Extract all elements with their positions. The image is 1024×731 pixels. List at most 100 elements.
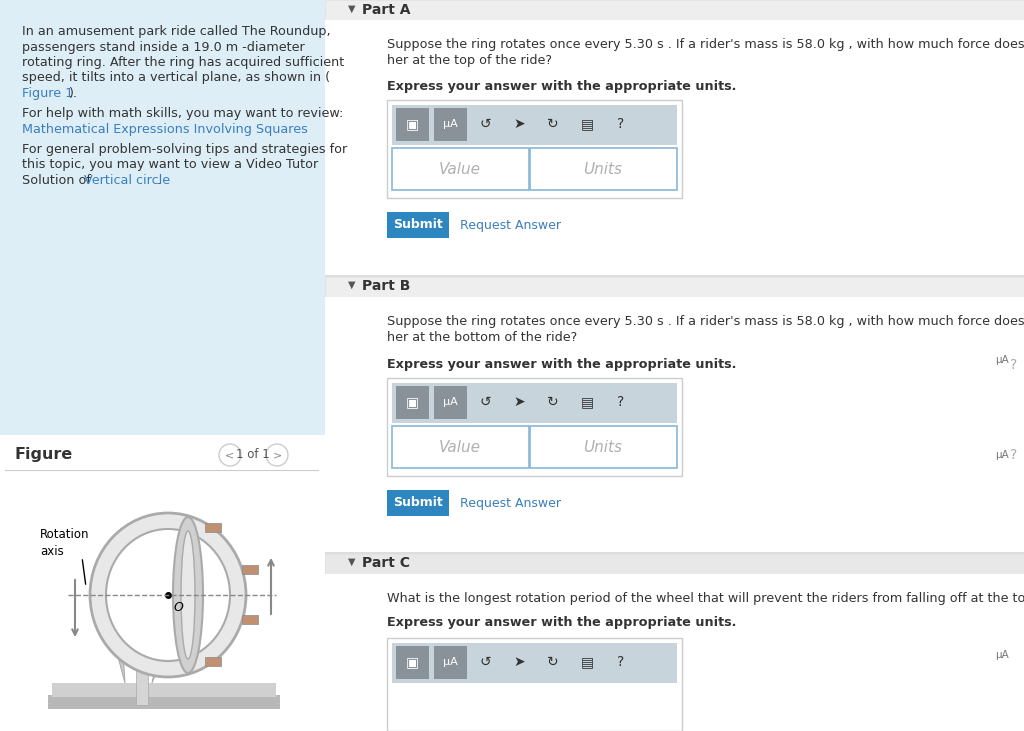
Bar	[392, 105, 677, 145]
Text: Express your answer with the appropriate units.: Express your answer with the appropriate…	[387, 358, 736, 371]
Text: >: >	[272, 450, 282, 460]
Bar	[325, 0, 1024, 731]
Bar	[325, 20, 1024, 275]
Bar	[205, 523, 221, 531]
Text: Request Answer: Request Answer	[460, 219, 561, 232]
Text: ▣: ▣	[406, 395, 419, 409]
Text: ▤: ▤	[581, 395, 594, 409]
Text: μA: μA	[995, 450, 1009, 460]
Bar	[0, 0, 325, 731]
Text: Suppose the ring rotates once every 5.30 s . If a rider's mass is 58.0 kg , with: Suppose the ring rotates once every 5.30…	[387, 315, 1024, 328]
Text: her at the top of the ride?: her at the top of the ride?	[387, 54, 552, 67]
Text: Figure 1: Figure 1	[22, 87, 74, 100]
Text: ▤: ▤	[581, 655, 594, 669]
Bar	[52, 683, 276, 697]
Text: μA: μA	[995, 355, 1009, 365]
Bar	[242, 616, 258, 624]
Text: 1 of 1: 1 of 1	[237, 449, 270, 461]
Bar	[392, 426, 529, 468]
Text: What is the longest rotation period of the wheel that will prevent the riders fr: What is the longest rotation period of t…	[387, 592, 1024, 605]
Text: this topic, you may want to view a Video Tutor: this topic, you may want to view a Video…	[22, 158, 318, 171]
Text: Part B: Part B	[362, 279, 411, 293]
Text: For general problem-solving tips and strategies for: For general problem-solving tips and str…	[22, 143, 347, 156]
Text: Figure: Figure	[15, 447, 74, 462]
Text: O: O	[173, 601, 183, 614]
Text: ↺: ↺	[479, 117, 490, 131]
Text: ↻: ↻	[547, 655, 559, 669]
Text: ↺: ↺	[479, 395, 490, 409]
Ellipse shape	[106, 529, 230, 661]
Text: Units: Units	[584, 162, 623, 176]
Circle shape	[219, 444, 241, 466]
Text: μA: μA	[442, 119, 458, 129]
Ellipse shape	[173, 517, 203, 673]
Bar	[325, 574, 1024, 731]
Bar	[392, 148, 529, 190]
Bar	[136, 525, 148, 705]
Text: Part C: Part C	[362, 556, 410, 570]
Text: ?: ?	[1010, 448, 1017, 462]
Text: Part A: Part A	[362, 3, 411, 17]
Text: ▼: ▼	[348, 280, 355, 290]
Text: Submit: Submit	[393, 219, 442, 232]
Text: speed, it tilts into a vertical plane, as shown in (: speed, it tilts into a vertical plane, a…	[22, 72, 330, 85]
Text: ?: ?	[1010, 358, 1017, 372]
Text: Request Answer: Request Answer	[460, 496, 561, 510]
Bar	[48, 695, 280, 709]
Bar	[387, 638, 682, 731]
Bar	[325, 0, 1024, 20]
Text: <: <	[225, 450, 234, 460]
Text: ▼: ▼	[348, 557, 355, 567]
Bar	[205, 657, 221, 667]
Bar	[530, 148, 677, 190]
Bar	[434, 646, 467, 679]
Bar	[434, 108, 467, 141]
Text: Express your answer with the appropriate units.: Express your answer with the appropriate…	[387, 80, 736, 93]
Text: μA: μA	[442, 397, 458, 407]
Bar	[387, 212, 449, 238]
Bar	[387, 100, 682, 198]
Ellipse shape	[90, 513, 246, 677]
Bar	[325, 554, 1024, 574]
Text: μA: μA	[995, 650, 1009, 660]
Text: ➤: ➤	[513, 395, 525, 409]
Text: Submit: Submit	[393, 496, 442, 510]
Bar	[242, 564, 258, 574]
Text: ▣: ▣	[406, 117, 419, 131]
Text: Value: Value	[439, 162, 481, 176]
Bar	[530, 426, 677, 468]
Text: Suppose the ring rotates once every 5.30 s . If a rider's mass is 58.0 kg , with: Suppose the ring rotates once every 5.30…	[387, 38, 1024, 51]
Polygon shape	[152, 635, 172, 683]
Text: μA: μA	[442, 657, 458, 667]
Bar	[392, 643, 677, 683]
Text: ▣: ▣	[406, 655, 419, 669]
Text: Value: Value	[439, 439, 481, 455]
Bar	[396, 646, 429, 679]
Text: Vertical circle: Vertical circle	[84, 173, 170, 186]
Bar	[392, 383, 677, 423]
Bar	[325, 275, 1024, 277]
Text: ).: ).	[68, 87, 77, 100]
Circle shape	[266, 444, 288, 466]
Text: Solution of: Solution of	[22, 173, 95, 186]
Bar	[325, 552, 1024, 554]
Text: ▼: ▼	[348, 4, 355, 14]
Bar	[387, 378, 682, 476]
Text: ➤: ➤	[513, 655, 525, 669]
Text: For help with math skills, you may want to review:: For help with math skills, you may want …	[22, 107, 343, 120]
Text: ↻: ↻	[547, 117, 559, 131]
Text: ↻: ↻	[547, 395, 559, 409]
Bar	[387, 490, 449, 516]
Text: ?: ?	[617, 395, 625, 409]
Text: Mathematical Expressions Involving Squares: Mathematical Expressions Involving Squar…	[22, 123, 308, 135]
Bar	[325, 297, 1024, 552]
Text: Rotation
axis: Rotation axis	[40, 528, 89, 558]
Bar	[434, 386, 467, 419]
Text: Express your answer with the appropriate units.: Express your answer with the appropriate…	[387, 616, 736, 629]
Text: ➤: ➤	[513, 117, 525, 131]
Text: ▤: ▤	[581, 117, 594, 131]
Text: ↺: ↺	[479, 655, 490, 669]
Text: rotating ring. After the ring has acquired sufficient: rotating ring. After the ring has acquir…	[22, 56, 344, 69]
Text: Units: Units	[584, 439, 623, 455]
Text: .: .	[157, 173, 161, 186]
